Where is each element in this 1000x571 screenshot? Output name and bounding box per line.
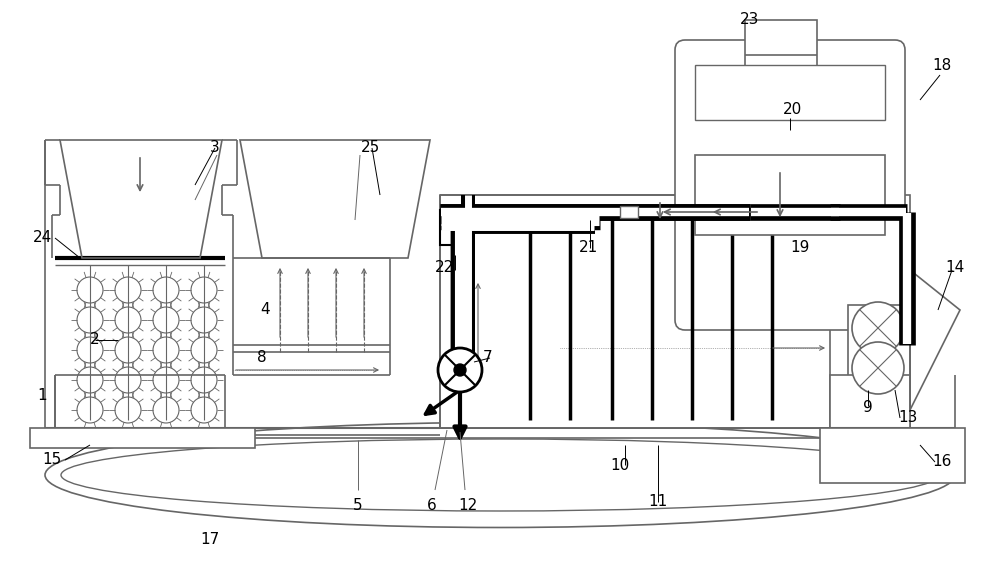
Text: 25: 25 [360, 140, 380, 155]
Circle shape [852, 342, 904, 394]
Text: 24: 24 [32, 231, 52, 246]
Text: 19: 19 [790, 240, 810, 255]
Ellipse shape [61, 439, 939, 511]
Circle shape [852, 302, 904, 354]
Text: 15: 15 [42, 452, 62, 468]
FancyBboxPatch shape [675, 40, 905, 330]
Text: 17: 17 [200, 533, 220, 548]
Text: 4: 4 [260, 303, 270, 317]
Text: 9: 9 [863, 400, 873, 416]
Text: 1: 1 [37, 388, 47, 403]
Text: 8: 8 [257, 351, 267, 365]
Bar [830, 375, 910, 435]
Text: 7: 7 [483, 351, 493, 365]
Text: 22: 22 [435, 260, 455, 275]
Bar [848, 305, 910, 413]
Text: 10: 10 [610, 457, 630, 472]
Text: 13: 13 [898, 411, 918, 425]
Text: 6: 6 [427, 497, 437, 513]
Text: 16: 16 [932, 455, 952, 469]
Text: 11: 11 [648, 494, 668, 509]
Bar [440, 195, 910, 428]
Text: 2: 2 [90, 332, 100, 348]
Bar [820, 428, 965, 483]
Text: 5: 5 [353, 497, 363, 513]
Text: 18: 18 [932, 58, 952, 73]
Text: 23: 23 [740, 13, 760, 27]
Text: 12: 12 [458, 497, 478, 513]
Text: 14: 14 [945, 260, 965, 275]
Bar [620, 206, 638, 218]
Bar [695, 65, 885, 120]
Circle shape [454, 364, 466, 376]
Bar [440, 210, 468, 245]
Text: 20: 20 [782, 103, 802, 118]
Bar [695, 155, 885, 235]
Text: 21: 21 [578, 240, 598, 255]
Text: 3: 3 [210, 140, 220, 155]
Circle shape [438, 348, 482, 392]
Bar [745, 20, 817, 75]
Ellipse shape [45, 423, 955, 528]
Bar [30, 428, 255, 448]
